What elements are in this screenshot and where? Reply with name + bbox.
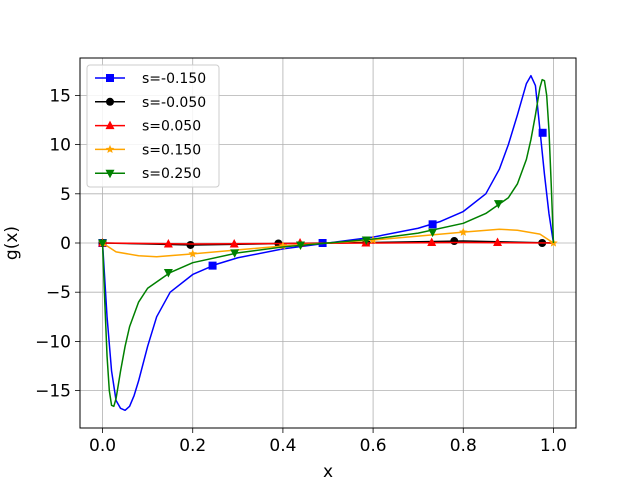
legend-marker: [105, 120, 115, 130]
data-point-marker: [230, 249, 240, 258]
y-tick-label: −15: [35, 382, 71, 402]
legend-entry: s=-0.050: [95, 95, 206, 111]
legend-label: s=0.150: [142, 142, 201, 158]
y-tick-label: −10: [35, 332, 71, 352]
data-point-marker: [493, 237, 503, 247]
x-tick-label: 0.4: [269, 436, 296, 456]
y-tick-label: 0: [60, 234, 71, 254]
y-tick-label: 5: [60, 185, 71, 205]
legend-marker: [105, 144, 115, 154]
data-point-marker: [188, 249, 198, 258]
legend-entry: s=0.250: [95, 166, 201, 182]
data-point-marker: [186, 240, 195, 249]
x-tick-label: 1.0: [540, 436, 567, 456]
legend-label: s=0.050: [142, 119, 201, 135]
legend: s=-0.150 s=-0.050 s=0.050 s=0.150 s=0.250: [86, 64, 220, 188]
data-point-marker: [163, 238, 173, 248]
legend-entry: s=-0.150: [95, 71, 206, 87]
legend-label: s=-0.050: [142, 95, 206, 111]
legend-label: s=0.250: [142, 166, 201, 182]
x-tick-label: 0.6: [360, 436, 387, 456]
x-tick-label: 0.8: [450, 436, 477, 456]
legend-label: s=-0.150: [142, 71, 206, 87]
y-tick-label: 15: [49, 86, 71, 106]
legend-marker: [105, 169, 115, 179]
data-point-marker: [538, 128, 547, 137]
data-point-marker: [208, 261, 217, 270]
series-line: [101, 74, 555, 412]
data-point-marker: [361, 236, 371, 246]
legend-box: [86, 64, 220, 188]
data-point-marker: [98, 239, 108, 248]
legend-entry: s=0.150: [95, 142, 201, 158]
x-axis-title: x: [323, 462, 333, 480]
data-point-marker: [428, 228, 438, 238]
x-tick-label: 0.0: [89, 436, 116, 456]
data-point-marker: [428, 220, 437, 229]
series-4: [98, 78, 555, 408]
data-point-marker: [450, 237, 459, 246]
x-tick-label: 0.2: [179, 436, 206, 456]
data-point-marker: [229, 238, 239, 248]
data-point-marker: [493, 200, 503, 209]
legend-marker: [106, 74, 114, 82]
y-tick-label: 10: [49, 136, 71, 156]
axis-ticks: 0.0 0.2 0.4 0.6 0.8 1.0 −15 −10 −5 0 5 10 15: [35, 86, 567, 456]
data-series: [98, 74, 558, 412]
data-point-marker: [458, 227, 468, 236]
y-tick-label: −5: [46, 283, 71, 303]
series-line: [101, 78, 555, 408]
data-point-marker: [163, 269, 173, 278]
y-axis-title: g(x): [2, 226, 22, 260]
data-point-marker: [427, 237, 437, 247]
legend-marker: [106, 97, 114, 106]
data-point-marker: [295, 241, 305, 250]
legend-entry: s=0.050: [95, 119, 201, 135]
